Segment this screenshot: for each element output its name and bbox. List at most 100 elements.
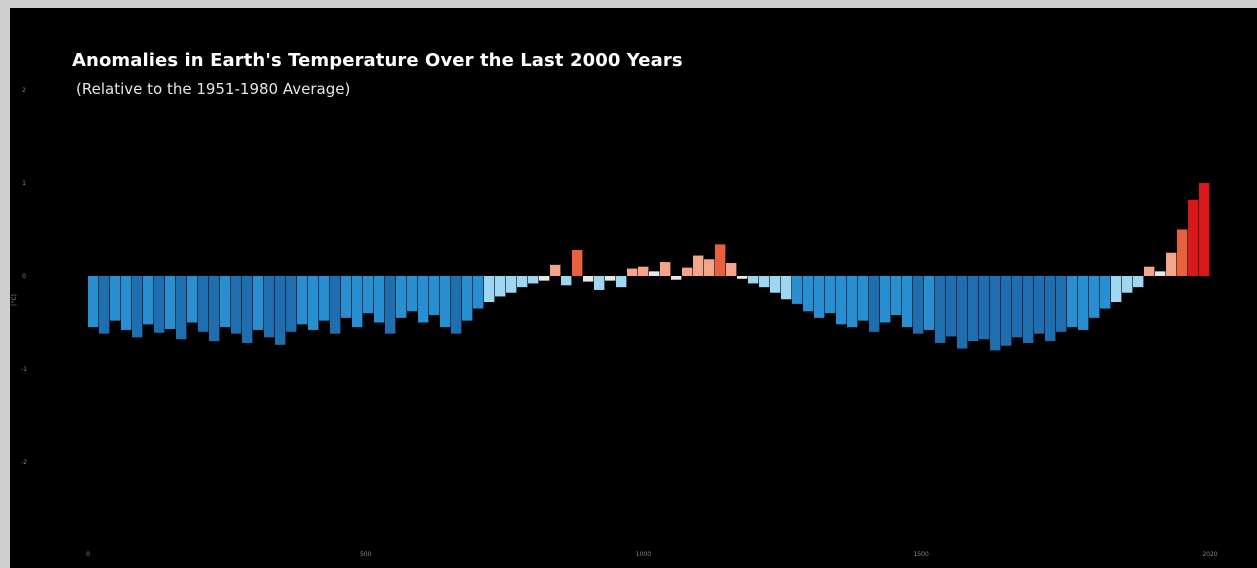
y-tick-label: 0 — [22, 273, 26, 280]
bar — [484, 276, 495, 303]
bar — [803, 276, 814, 312]
bar — [1166, 252, 1177, 276]
bar — [1155, 271, 1166, 276]
bar — [253, 276, 264, 330]
bar — [1089, 276, 1100, 318]
chart-plot: 2 1 0 -1 -2 (°C) 0 500 1000 1500 2020 — [11, 87, 1218, 558]
bar — [1100, 276, 1111, 309]
bar — [671, 276, 682, 280]
bar — [550, 264, 561, 276]
bar — [1067, 276, 1078, 328]
bar — [286, 276, 297, 332]
bar — [957, 276, 968, 349]
bar — [726, 262, 737, 276]
bar — [462, 276, 473, 321]
y-tick-label: 2 — [22, 87, 26, 94]
chart-frame: 2 1 0 -1 -2 (°C) 0 500 1000 1500 2020 Anomalies … — [10, 8, 1257, 568]
bar — [770, 276, 781, 293]
bar — [968, 276, 979, 342]
y-axis-ticks: 2 1 0 -1 -2 — [21, 87, 27, 466]
bar — [902, 276, 913, 328]
bar — [825, 276, 836, 314]
x-tick-label: 500 — [360, 551, 372, 558]
bar — [1144, 266, 1155, 276]
bar — [638, 266, 649, 276]
bar — [935, 276, 946, 343]
bar — [209, 276, 220, 342]
x-tick-label: 1500 — [914, 551, 929, 558]
bar — [363, 276, 374, 314]
bar — [616, 276, 627, 288]
bar — [858, 276, 869, 321]
x-tick-label: 2020 — [1202, 551, 1217, 558]
bar — [781, 276, 792, 300]
x-tick-label: 1000 — [636, 551, 651, 558]
bar — [1001, 276, 1012, 346]
bar — [561, 276, 572, 286]
bar — [869, 276, 880, 332]
bar — [165, 276, 176, 330]
bar — [440, 276, 451, 328]
bar — [913, 276, 924, 334]
bar — [242, 276, 253, 343]
bar — [704, 259, 715, 276]
bar — [264, 276, 275, 338]
bar — [385, 276, 396, 334]
bar — [396, 276, 407, 318]
chart-subtitle: (Relative to the 1951-1980 Average) — [76, 80, 351, 98]
bar — [473, 276, 484, 309]
bar — [594, 276, 605, 290]
bar — [275, 276, 286, 345]
bar — [319, 276, 330, 321]
x-tick-label: 0 — [86, 551, 90, 558]
bar — [132, 276, 143, 338]
bar — [231, 276, 242, 334]
bar — [583, 276, 594, 282]
bar — [649, 271, 660, 276]
bar — [836, 276, 847, 325]
bar — [495, 276, 506, 297]
bar — [1188, 199, 1199, 276]
bar — [1045, 276, 1056, 342]
bars — [88, 183, 1210, 351]
bar — [176, 276, 187, 340]
bar — [451, 276, 462, 334]
bar — [880, 276, 891, 323]
bar — [110, 276, 121, 321]
bar — [88, 276, 99, 328]
bar — [506, 276, 517, 293]
bar — [297, 276, 308, 325]
bar — [1078, 276, 1089, 330]
bar — [891, 276, 902, 316]
bar — [924, 276, 935, 330]
bar — [99, 276, 110, 334]
bar — [528, 276, 539, 284]
bar — [341, 276, 352, 318]
bar — [693, 255, 704, 276]
bar — [374, 276, 385, 323]
chart-title: Anomalies in Earth's Temperature Over th… — [72, 50, 683, 71]
bar — [187, 276, 198, 323]
bar — [517, 276, 528, 288]
bar — [1023, 276, 1034, 343]
y-tick-label: 1 — [22, 180, 26, 187]
bar — [627, 268, 638, 276]
bar — [1122, 276, 1133, 293]
y-tick-label: -1 — [21, 366, 27, 373]
x-axis-ticks: 0 500 1000 1500 2020 — [86, 551, 1218, 558]
bar — [748, 276, 759, 284]
bar — [1111, 276, 1122, 303]
bar — [572, 249, 583, 276]
bar — [143, 276, 154, 325]
bar — [792, 276, 803, 304]
bar — [814, 276, 825, 318]
bar — [1012, 276, 1023, 338]
bar — [1034, 276, 1045, 334]
bar — [847, 276, 858, 328]
bar — [121, 276, 132, 330]
bar — [308, 276, 319, 330]
bar — [154, 276, 165, 333]
bar — [682, 267, 693, 276]
bar — [418, 276, 429, 323]
bar — [352, 276, 363, 328]
